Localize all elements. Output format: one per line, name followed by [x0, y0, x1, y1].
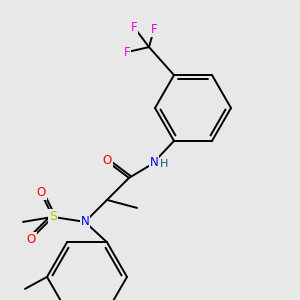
Text: F: F: [151, 22, 157, 36]
Text: S: S: [49, 210, 57, 224]
Text: F: F: [124, 46, 130, 59]
Text: H: H: [160, 159, 168, 169]
Text: N: N: [81, 215, 89, 228]
Text: O: O: [102, 154, 112, 167]
Text: F: F: [131, 21, 137, 34]
Text: N: N: [150, 156, 158, 170]
Text: O: O: [36, 186, 46, 200]
Text: O: O: [26, 233, 36, 246]
